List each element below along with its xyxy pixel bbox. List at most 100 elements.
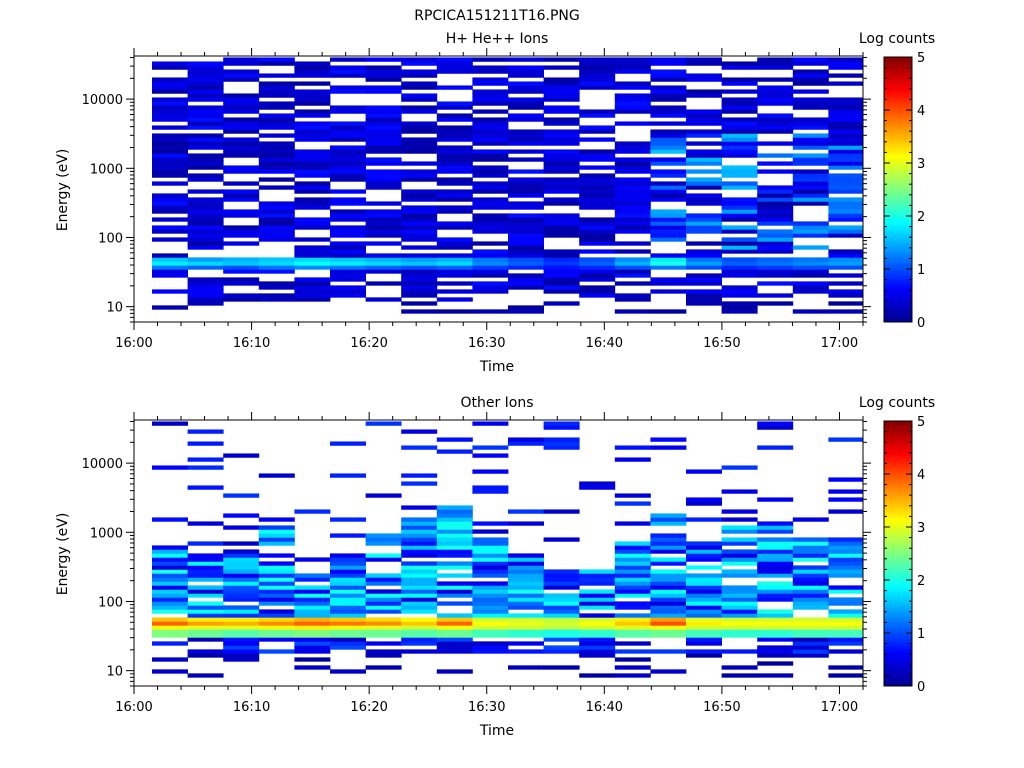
heatmap-cell bbox=[686, 653, 722, 658]
heatmap-cell bbox=[614, 557, 651, 562]
heatmap-cell bbox=[757, 245, 794, 250]
heatmap-cell bbox=[330, 285, 366, 290]
heatmap-cell bbox=[614, 541, 651, 546]
heatmap-cell bbox=[543, 157, 580, 162]
heatmap-cell bbox=[543, 81, 580, 86]
heatmap-cell bbox=[294, 589, 331, 594]
heatmap-cell bbox=[365, 169, 402, 174]
x-tick-label: 16:40 bbox=[586, 336, 623, 351]
heatmap-cell bbox=[187, 265, 224, 270]
heatmap-cell bbox=[508, 141, 544, 146]
heatmap-cell bbox=[187, 601, 224, 606]
heatmap-cell bbox=[792, 545, 829, 550]
heatmap-cell bbox=[152, 421, 188, 426]
heatmap-cell bbox=[792, 605, 829, 610]
heatmap-cell bbox=[258, 573, 295, 578]
heatmap-cell bbox=[650, 445, 687, 450]
heatmap-cell bbox=[401, 429, 438, 434]
heatmap-cell bbox=[721, 61, 758, 66]
heatmap-cell bbox=[294, 277, 331, 282]
heatmap-cell bbox=[650, 613, 687, 618]
heatmap-cell bbox=[757, 97, 794, 102]
heatmap-cell bbox=[330, 65, 366, 70]
heatmap-cell bbox=[330, 189, 366, 194]
heatmap-cell bbox=[294, 253, 331, 258]
heatmap-cell bbox=[401, 273, 438, 278]
heatmap-cell bbox=[614, 581, 651, 586]
heatmap-cell bbox=[365, 581, 402, 586]
heatmap-cell bbox=[294, 601, 331, 606]
heatmap-cell bbox=[721, 537, 758, 542]
heatmap-cell bbox=[294, 633, 331, 638]
heatmap-cell bbox=[828, 181, 863, 186]
heatmap-cell bbox=[686, 241, 722, 246]
heatmap-cell bbox=[294, 645, 331, 650]
heatmap-cell bbox=[508, 221, 544, 226]
heatmap-cell bbox=[187, 653, 224, 658]
heatmap-cell bbox=[223, 293, 260, 298]
heatmap-cell bbox=[365, 145, 402, 150]
heatmap-cell bbox=[757, 237, 794, 242]
heatmap-cell bbox=[650, 597, 687, 602]
heatmap-cell bbox=[294, 157, 331, 162]
heatmap-cell bbox=[472, 609, 509, 614]
heatmap-cell bbox=[223, 297, 260, 302]
heatmap-cell bbox=[330, 629, 366, 634]
heatmap-cell bbox=[508, 617, 544, 622]
heatmap-cell bbox=[330, 69, 366, 74]
heatmap-cell bbox=[828, 97, 863, 102]
colorbar-label: Log counts bbox=[859, 31, 935, 47]
heatmap-cell bbox=[614, 201, 651, 206]
heatmap-cell bbox=[543, 221, 580, 226]
heatmap-cell bbox=[792, 269, 829, 274]
heatmap-cell bbox=[650, 209, 687, 214]
heatmap-cell bbox=[543, 189, 580, 194]
heatmap-cell bbox=[614, 457, 651, 462]
heatmap-cell bbox=[614, 297, 651, 302]
heatmap-cell bbox=[472, 597, 509, 602]
heatmap-cell bbox=[686, 625, 722, 630]
heatmap-cell bbox=[152, 517, 188, 522]
heatmap-cell bbox=[472, 629, 509, 634]
heatmap-cell bbox=[223, 117, 260, 122]
heatmap-cell bbox=[330, 565, 366, 570]
heatmap-cell bbox=[543, 273, 580, 278]
heatmap-cell bbox=[757, 653, 794, 658]
heatmap-cell bbox=[686, 141, 722, 146]
heatmap-cell bbox=[187, 629, 224, 634]
heatmap-cell bbox=[543, 633, 580, 638]
heatmap-cell bbox=[330, 601, 366, 606]
heatmap-cell bbox=[472, 645, 509, 650]
heatmap-cell bbox=[223, 269, 260, 274]
heatmap-cell bbox=[543, 301, 580, 306]
heatmap-cell bbox=[401, 261, 438, 266]
heatmap-cell bbox=[472, 269, 509, 274]
heatmap-cell bbox=[579, 225, 616, 230]
heatmap-cell bbox=[258, 117, 295, 122]
heatmap-cell bbox=[223, 633, 260, 638]
heatmap-cell bbox=[472, 641, 509, 646]
heatmap-cell bbox=[757, 621, 794, 626]
x-tick-label: 17:00 bbox=[821, 336, 858, 351]
heatmap-cell bbox=[828, 141, 863, 146]
heatmap-cell bbox=[365, 221, 402, 226]
panel-title: H+ He++ Ions bbox=[446, 31, 549, 47]
heatmap-cell bbox=[330, 557, 366, 562]
heatmap-cell bbox=[686, 609, 722, 614]
heatmap-cell bbox=[686, 597, 722, 602]
x-tick-label: 16:00 bbox=[115, 336, 152, 351]
heatmap-cell bbox=[330, 153, 366, 158]
heatmap-cell bbox=[401, 209, 438, 214]
heatmap-cell bbox=[792, 141, 829, 146]
heatmap-cell bbox=[436, 169, 473, 174]
heatmap-cell bbox=[650, 121, 687, 126]
heatmap-cell bbox=[472, 581, 509, 586]
heatmap-cell bbox=[650, 133, 687, 138]
heatmap-cell bbox=[686, 133, 722, 138]
heatmap-cell bbox=[436, 273, 473, 278]
heatmap-cell bbox=[721, 97, 758, 102]
heatmap-cell bbox=[258, 85, 295, 90]
heatmap-cell bbox=[543, 97, 580, 102]
heatmap-cell bbox=[223, 209, 260, 214]
heatmap-cell bbox=[757, 189, 794, 194]
